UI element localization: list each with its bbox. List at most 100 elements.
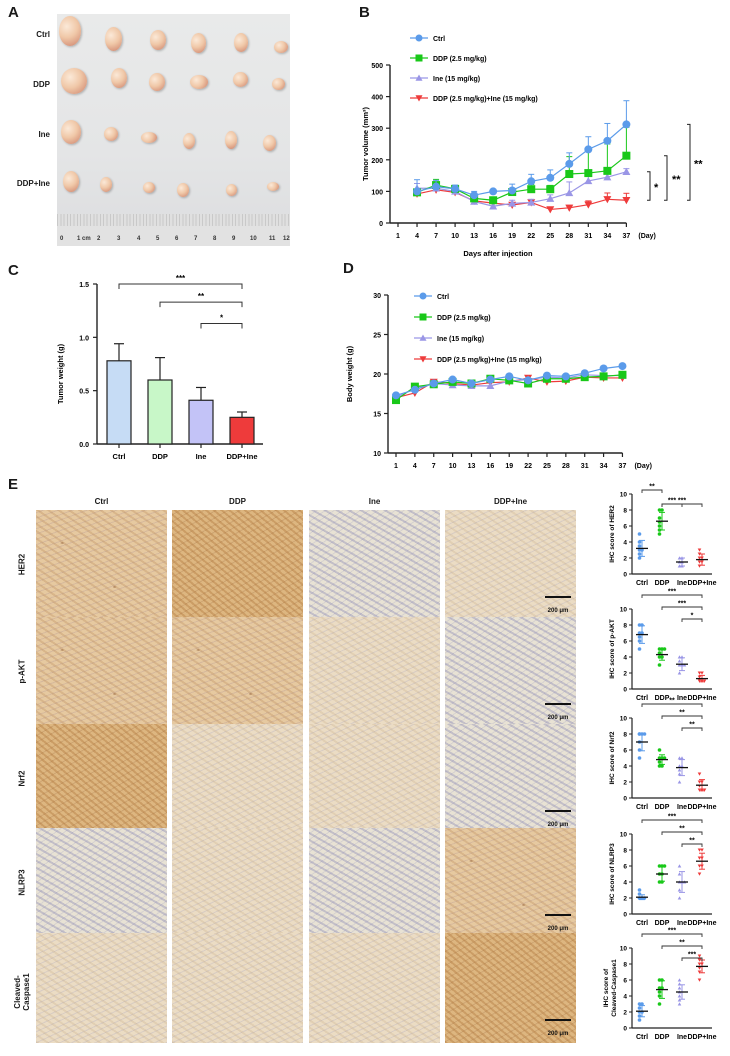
data-marker	[677, 888, 682, 892]
data-marker	[697, 556, 702, 560]
data-marker	[415, 74, 423, 81]
x-tick-label: Ctrl	[636, 580, 648, 587]
x-tick-label: DDP+Ine	[688, 1034, 717, 1041]
data-marker	[415, 95, 423, 102]
legend-label: DDP (2.5 mg/kg)+Ine (15 mg/kg)	[437, 357, 542, 364]
x-tick-label: 25	[546, 233, 554, 240]
x-tick-label: Ctrl	[636, 920, 648, 927]
ihc-image: 200 μm	[445, 933, 576, 1043]
x-tick-label: 13	[468, 463, 476, 470]
y-tick-label: 0	[623, 1026, 627, 1033]
legend-label: Ine (15 mg/kg)	[433, 76, 480, 83]
ihc-image	[309, 828, 440, 938]
data-marker	[546, 206, 555, 214]
data-marker	[697, 671, 702, 675]
y-tick-label: 400	[371, 95, 383, 102]
significance-label: **	[689, 722, 695, 729]
data-marker	[637, 548, 642, 552]
data-marker	[584, 201, 593, 209]
data-marker	[470, 191, 479, 200]
data-marker	[677, 986, 682, 990]
data-marker	[697, 954, 702, 958]
significance-bracket	[641, 933, 703, 937]
x-tick-label: DDP+Ine	[688, 804, 717, 811]
data-marker	[392, 396, 400, 405]
x-tick-label: Ine	[196, 452, 207, 461]
data-marker	[508, 186, 517, 195]
ruler-tick-label: 1 cm	[77, 236, 91, 242]
x-tick-label: 34	[603, 233, 611, 240]
y-tick-label: 10	[620, 832, 628, 839]
data-marker	[546, 194, 555, 202]
x-tick-label: 22	[527, 233, 535, 240]
x-tick-label: DDP	[655, 695, 670, 702]
y-tick-label: 10	[620, 607, 628, 614]
x-tick-label: DDP	[655, 804, 670, 811]
tumor-specimen	[149, 73, 165, 91]
y-tick-label: 10	[373, 451, 381, 458]
data-marker	[637, 544, 642, 548]
tumor-specimen	[226, 184, 237, 196]
significance-label: **	[672, 174, 681, 186]
data-marker	[489, 196, 498, 205]
data-marker	[637, 556, 642, 560]
tumor-specimen	[61, 120, 81, 144]
scale-bar: 200 μm	[545, 810, 571, 831]
significance-bracket	[641, 489, 663, 493]
data-marker	[637, 756, 642, 760]
data-marker	[637, 552, 642, 556]
y-axis-label: Body weight (g)	[345, 345, 354, 402]
ihc-image	[36, 933, 167, 1043]
x-tick-label: DDP	[655, 1034, 670, 1041]
x-tick-label: DDP	[152, 452, 168, 461]
bar-ddp	[147, 379, 173, 445]
ihc-image	[36, 828, 167, 938]
x-tick-label: 4	[413, 463, 417, 470]
y-tick-label: 10	[620, 946, 628, 953]
y-tick-label: 6	[623, 639, 627, 646]
data-marker	[660, 508, 664, 512]
data-marker	[448, 375, 457, 384]
data-marker	[451, 184, 460, 193]
panel-letter-b: B	[359, 4, 370, 21]
significance-bracket	[647, 171, 651, 201]
significance-label: ***	[668, 814, 676, 821]
data-marker	[657, 748, 662, 752]
data-marker	[637, 888, 642, 892]
panel-letter-e: E	[8, 476, 19, 493]
y-tick-label: 6	[623, 864, 627, 871]
y-axis-label: IHC score of NLRP3	[609, 843, 616, 905]
x-tick-label: 37	[622, 233, 630, 240]
significance-bracket	[687, 123, 691, 201]
ihc-column-ddp-ine: DDP+Ine	[493, 497, 528, 506]
y-tick-label: 4	[623, 994, 627, 1001]
ihc-image	[172, 510, 303, 620]
data-marker	[657, 1002, 662, 1006]
legend-label: Ctrl	[433, 36, 445, 43]
data-marker	[697, 978, 702, 982]
series-line	[416, 123, 627, 196]
x-tick-label: 10	[451, 233, 459, 240]
x-tick-label: Ine	[677, 920, 687, 927]
y-tick-label: 0.5	[79, 389, 89, 396]
data-marker	[657, 655, 662, 659]
data-marker	[657, 508, 662, 512]
legend-label: Ctrl	[437, 294, 449, 301]
ihc-image	[172, 828, 303, 938]
y-tick-label: 10	[620, 716, 628, 723]
significance-label: ***	[678, 601, 686, 608]
data-marker	[622, 197, 631, 205]
ihc-image	[309, 933, 440, 1043]
x-tick-label: DDP+Ine	[226, 452, 257, 461]
data-marker	[565, 170, 574, 179]
data-marker	[603, 136, 612, 145]
tumor-specimen	[111, 68, 127, 88]
panel-letter-c: C	[8, 262, 19, 279]
data-marker	[419, 313, 427, 321]
ihc-column-ddp: DDP	[229, 497, 246, 506]
data-marker	[677, 998, 682, 1002]
data-marker	[599, 364, 608, 373]
ihc-image: 200 μm	[445, 828, 576, 938]
data-marker	[697, 872, 702, 876]
data-marker	[677, 864, 682, 868]
